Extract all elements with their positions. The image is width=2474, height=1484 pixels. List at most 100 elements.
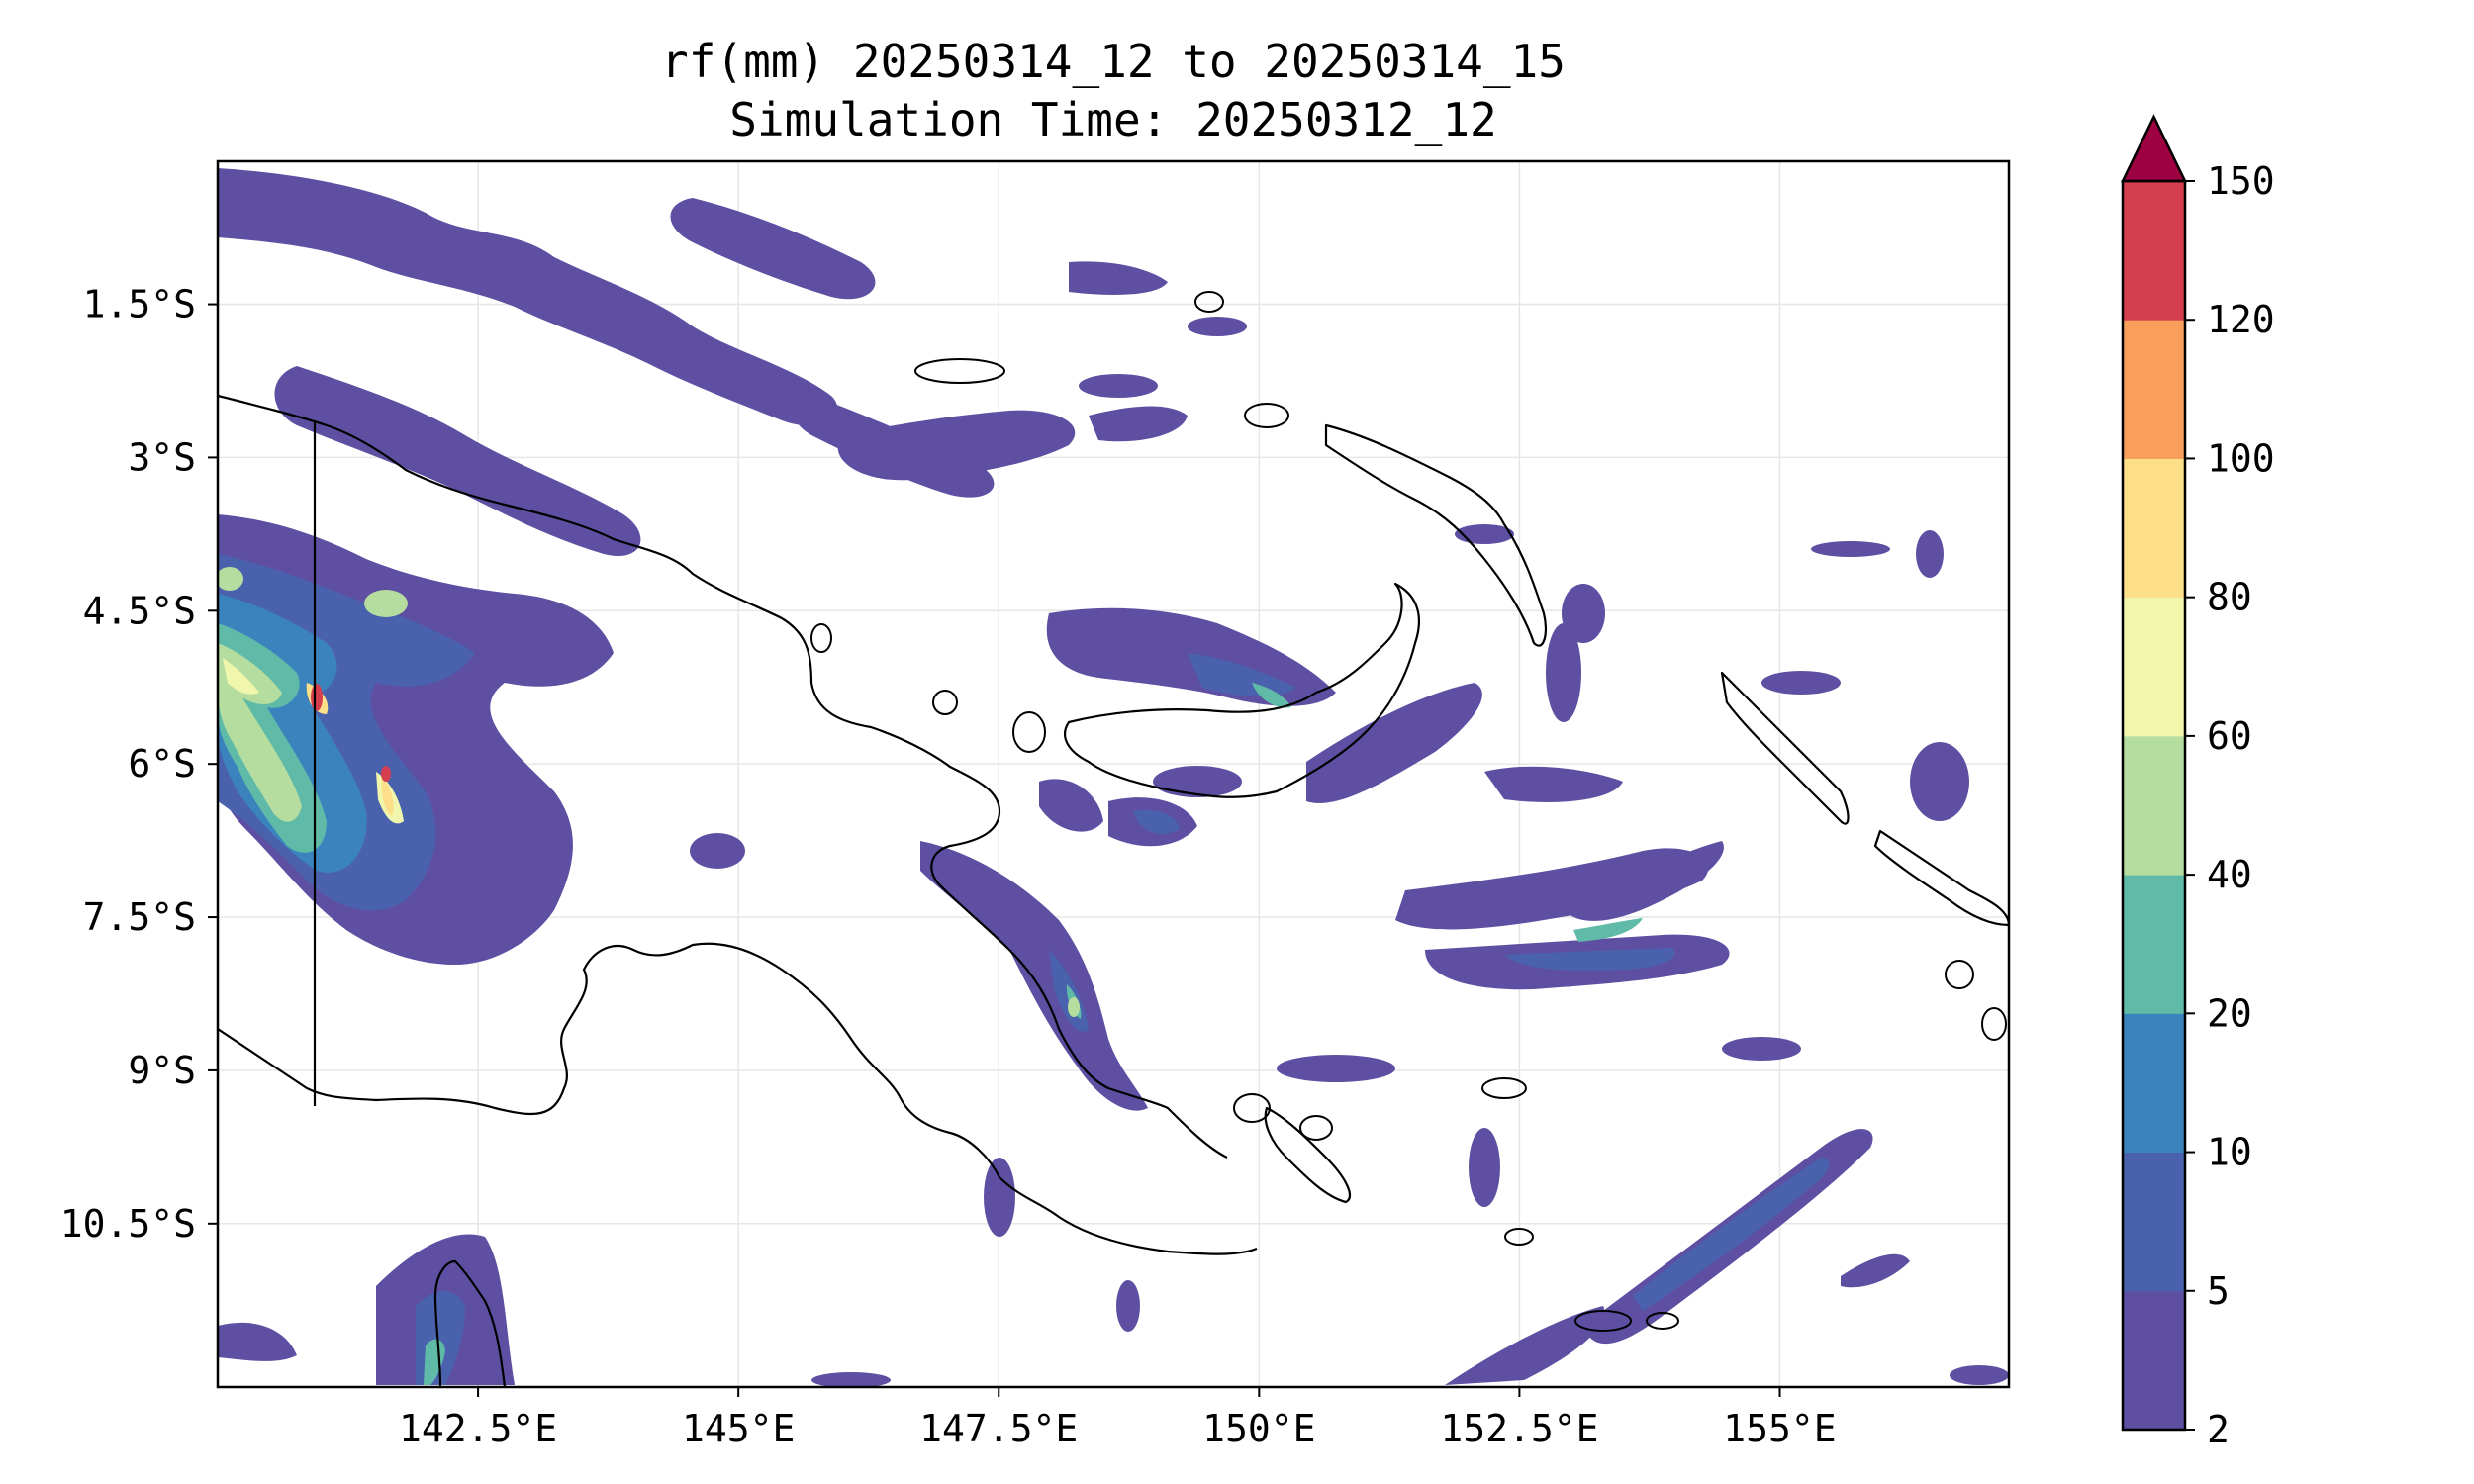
rain-band (1484, 766, 1623, 802)
colorbar-tick-label: 2 (2207, 1408, 2230, 1451)
rain-band (1564, 841, 1724, 921)
island (810, 623, 832, 653)
new-ireland (1324, 423, 1548, 647)
rain-cell (984, 1158, 1015, 1237)
colorbar-segment (2123, 1013, 2185, 1154)
island (1574, 1310, 1632, 1332)
colorbar-segment (2123, 597, 2185, 737)
rain-band (1188, 653, 1296, 697)
x-tick-label: 142.5°E (399, 1407, 557, 1450)
rain-band (274, 366, 641, 556)
new-guinea-south-coast (218, 942, 1258, 1255)
y-tick-label: 6°S (128, 742, 196, 786)
island (1945, 960, 1974, 989)
coastlines (218, 291, 2009, 1387)
rain-band (424, 1339, 445, 1385)
rain-band (1633, 1158, 1830, 1311)
island (1646, 1312, 1679, 1330)
rain-cell (1811, 541, 1890, 557)
rain-cell (1153, 766, 1242, 797)
rain-cell (1562, 584, 1605, 643)
colorbar-tick-label: 80 (2207, 576, 2252, 619)
rain-cell (1722, 1037, 1801, 1061)
colorbar-segment (2123, 458, 2185, 599)
x-tick-label: 150°E (1202, 1407, 1315, 1450)
island (1194, 291, 1224, 313)
new-britain (1063, 582, 1420, 798)
rain-band (1573, 918, 1643, 942)
manus-island (914, 358, 1005, 384)
rain-cell (690, 833, 745, 869)
colorbar: 2 5 10 20 40 60 80 100 120 150 (2121, 114, 2275, 1451)
colorbar-tick-label: 60 (2207, 714, 2252, 758)
y-tick-label: 7.5°S (83, 895, 196, 939)
island (1504, 1228, 1534, 1246)
rain-cell (811, 1372, 891, 1387)
rainfall-contours (218, 168, 2009, 1387)
rain-cell (1761, 671, 1841, 695)
bougainville (1720, 671, 1850, 825)
rain-band (218, 567, 243, 591)
rain-cell (1910, 742, 1969, 821)
map-area (218, 161, 2009, 1387)
island (1481, 1077, 1527, 1099)
rain-cell (1546, 623, 1581, 722)
rain-band (837, 410, 1076, 481)
rain-band (1089, 406, 1188, 442)
rain-band (1445, 1306, 1605, 1385)
rain-cell (1469, 1128, 1500, 1207)
chart-title: rf(mm) 20250314_12 to 20250314_15 (661, 35, 1566, 88)
island (1299, 1115, 1333, 1141)
rain-band (920, 841, 1148, 1111)
x-tick-label: 152.5°E (1440, 1407, 1598, 1450)
colorbar-tick-label: 20 (2207, 991, 2252, 1035)
rain-cell (1455, 524, 1514, 544)
rain-cell (1079, 374, 1158, 398)
rain-band (1306, 683, 1482, 803)
map-frame (216, 159, 2011, 1389)
colorbar-tick-label: 10 (2207, 1131, 2252, 1174)
rain-band (1504, 948, 1675, 971)
x-tick-label: 145°E (682, 1407, 795, 1450)
colorbar-tick-label: 100 (2207, 436, 2275, 480)
island (1244, 403, 1289, 428)
x-tick-label: 155°E (1723, 1407, 1836, 1450)
island (1012, 711, 1046, 753)
rain-band (218, 1322, 297, 1361)
rain-peak (381, 766, 391, 782)
cape-york (433, 1259, 507, 1387)
rain-cell (1950, 1365, 2009, 1385)
colorbar-segment (2123, 181, 2185, 321)
rain-band (1039, 779, 1103, 832)
colorbar-tick-label: 120 (2207, 298, 2275, 341)
rain-band (364, 590, 408, 617)
rain-band (218, 168, 838, 426)
y-axis-ticks: 1.5°S 3°S 4.5°S 6°S 7.5°S 9°S 10.5°S (60, 283, 218, 1246)
rain-band (1395, 848, 1709, 930)
colorbar-segment (2123, 1290, 2185, 1431)
rain-band (1841, 1253, 1910, 1288)
y-tick-label: 1.5°S (83, 283, 196, 326)
rain-cell (1916, 530, 1944, 578)
colorbar-segment (2123, 735, 2185, 876)
x-axis-ticks: 142.5°E 145°E 147.5°E 150°E 152.5°E 155°E (399, 1387, 1837, 1450)
chart-subtitle: Simulation Time: 20250312_12 (729, 93, 1496, 146)
colorbar-tick-label: 150 (2207, 159, 2275, 203)
island (1233, 1093, 1271, 1123)
colorbar-frame (2121, 179, 2187, 1432)
island (1981, 1007, 2007, 1041)
rain-band (1252, 683, 1291, 708)
y-tick-label: 3°S (128, 435, 196, 479)
x-tick-label: 147.5°E (919, 1407, 1078, 1450)
rain-band (1133, 809, 1180, 834)
rain-peak (1068, 997, 1080, 1017)
rain-peak (311, 684, 323, 711)
colorbar-segment (2123, 1152, 2185, 1292)
colorbar-segment (2123, 875, 2185, 1014)
rain-band (670, 198, 876, 300)
rain-cell (1277, 1055, 1395, 1082)
colorbar-segment (2123, 320, 2185, 459)
rain-cell (1116, 1280, 1140, 1332)
colorbar-tick-label: 5 (2207, 1269, 2230, 1313)
